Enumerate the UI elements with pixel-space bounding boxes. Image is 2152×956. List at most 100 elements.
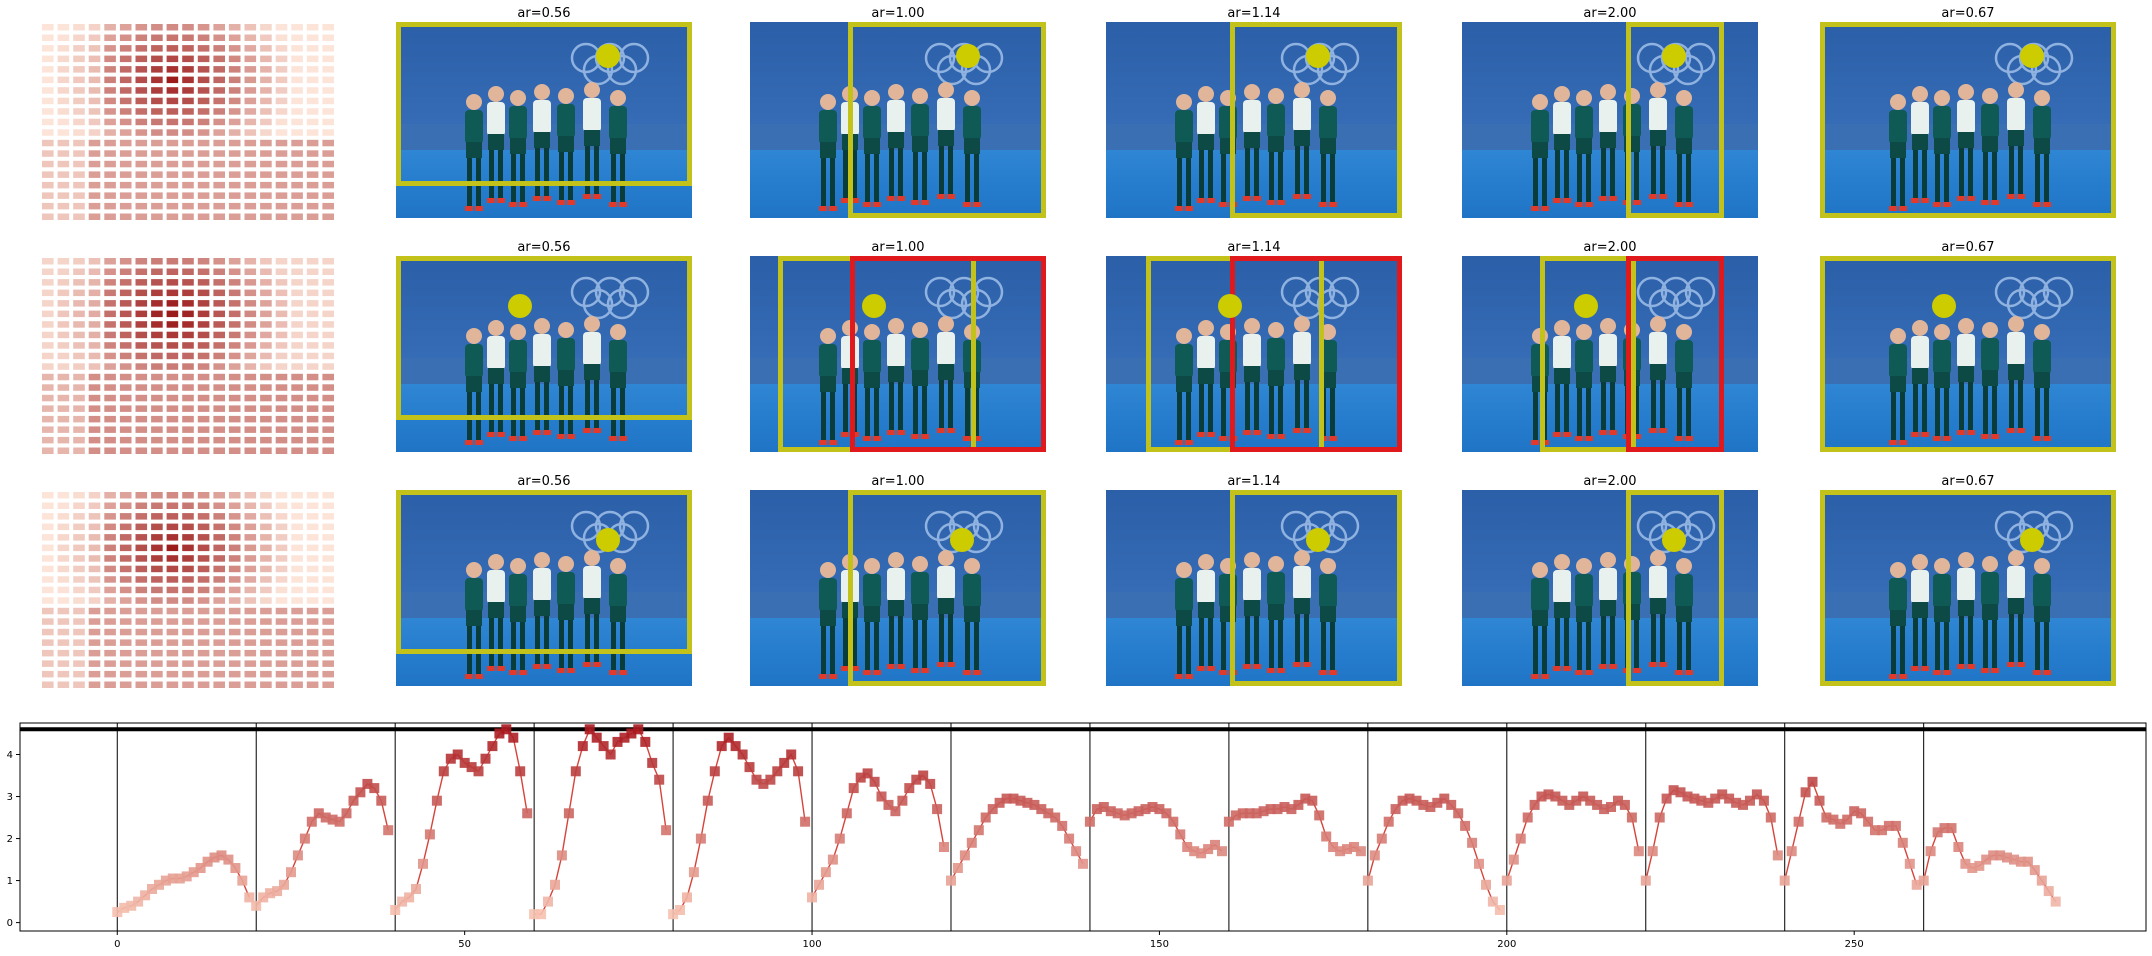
player-skirt-shape bbox=[2034, 372, 2050, 388]
heatmap-cell bbox=[73, 150, 85, 157]
player-skirt-shape bbox=[938, 130, 954, 146]
data-point-marker bbox=[1932, 827, 1943, 838]
player-shoe-shape bbox=[2007, 194, 2015, 199]
player-head-shape bbox=[1244, 318, 1260, 334]
heatmap-cell bbox=[213, 384, 225, 391]
data-point-marker bbox=[334, 816, 345, 827]
heatmap-cell bbox=[42, 405, 54, 412]
heatmap-cell bbox=[151, 342, 163, 349]
player-leg-shape bbox=[1269, 152, 1274, 202]
heatmap-cell bbox=[275, 576, 288, 583]
heatmap-cell bbox=[104, 66, 116, 73]
heatmap-cell bbox=[322, 300, 334, 307]
player-leg-shape bbox=[1686, 154, 1691, 204]
heatmap-cell bbox=[119, 513, 132, 520]
data-point-marker bbox=[1474, 858, 1484, 869]
data-point-marker bbox=[1265, 804, 1276, 815]
player-head-shape bbox=[964, 558, 980, 574]
panel-title: ar=2.00 bbox=[1583, 474, 1636, 489]
y-tick-label: 1 bbox=[7, 876, 13, 887]
data-point-marker bbox=[154, 879, 164, 890]
player-shoe-shape bbox=[2007, 428, 2015, 433]
player-head-shape bbox=[1576, 558, 1592, 574]
player-head-shape bbox=[488, 86, 504, 102]
heatmap-cell bbox=[73, 300, 85, 307]
heatmap-cell bbox=[197, 34, 210, 41]
player-skirt-shape bbox=[1244, 600, 1260, 616]
heatmap-cell bbox=[306, 544, 319, 552]
player-shoe-shape bbox=[1563, 198, 1571, 203]
player-shoe-shape bbox=[1553, 432, 1561, 437]
heatmap-cell bbox=[228, 649, 241, 657]
photo-panel bbox=[1106, 22, 1402, 218]
image-grid: ar=0.56 ar=1.00 ar=1.14 ar=2.00 ar=0.67ar=0.… bbox=[42, 6, 2116, 688]
heatmap-cell bbox=[244, 373, 257, 381]
heatmap-cell bbox=[291, 363, 303, 370]
heatmap-cell bbox=[73, 45, 85, 52]
keypoint-marker bbox=[2020, 528, 2044, 552]
player-shirt-shape bbox=[1957, 100, 1975, 134]
heatmap-cell bbox=[42, 384, 54, 391]
player-head-shape bbox=[1294, 316, 1310, 332]
heatmap-cell bbox=[306, 139, 319, 147]
heatmap-cell bbox=[119, 139, 132, 147]
player-shoe-shape bbox=[533, 664, 541, 669]
player-shirt-shape bbox=[509, 340, 527, 374]
data-point-marker bbox=[1182, 842, 1193, 852]
player-shoe-shape bbox=[1899, 440, 1907, 445]
heatmap-cell bbox=[104, 97, 116, 105]
player-leg-shape bbox=[1968, 616, 1973, 666]
heatmap-cell bbox=[322, 502, 334, 509]
player-shoe-shape bbox=[519, 202, 527, 207]
data-point-marker bbox=[1189, 846, 1200, 857]
data-point-marker bbox=[418, 858, 428, 869]
heatmap-cell bbox=[73, 171, 85, 178]
player-leg-shape bbox=[1944, 154, 1949, 204]
data-point-marker bbox=[1592, 799, 1603, 810]
heatmap-cell bbox=[322, 129, 334, 136]
heatmap-cell bbox=[322, 171, 334, 178]
heatmap-cell bbox=[151, 628, 163, 636]
player-skirt-shape bbox=[1600, 366, 1616, 382]
data-point-marker bbox=[1453, 808, 1464, 819]
heatmap-cell bbox=[119, 576, 132, 583]
player-leg-shape bbox=[865, 622, 870, 672]
data-point-marker bbox=[508, 732, 519, 743]
olympic-ring-shape bbox=[570, 510, 602, 542]
heatmap-cell bbox=[119, 171, 132, 178]
heatmap-cell bbox=[182, 45, 194, 52]
heatmap-cell bbox=[275, 394, 288, 402]
player-shoe-shape bbox=[1899, 206, 1907, 211]
player-shoe-shape bbox=[475, 206, 483, 211]
data-point-marker bbox=[1807, 776, 1818, 787]
player-head-shape bbox=[1958, 318, 1974, 334]
heatmap-cell bbox=[151, 129, 163, 136]
heatmap-cell bbox=[213, 513, 225, 520]
player-leg-shape bbox=[2018, 146, 2023, 196]
heatmap-cell bbox=[213, 268, 225, 275]
player-shoe-shape bbox=[1175, 206, 1183, 211]
heatmap-cell bbox=[291, 639, 303, 646]
heatmap-cell bbox=[275, 171, 288, 178]
player-leg-shape bbox=[852, 150, 857, 200]
heatmap-cell bbox=[57, 202, 70, 210]
player-shoe-shape bbox=[533, 430, 541, 435]
heatmap-cell bbox=[197, 76, 210, 84]
data-point-marker bbox=[827, 854, 838, 865]
heatmap-cell bbox=[275, 513, 288, 520]
heatmap-cell bbox=[73, 436, 85, 444]
heatmap-cell bbox=[275, 139, 288, 147]
heatmap-cell bbox=[228, 129, 241, 136]
heatmap-cell bbox=[213, 181, 225, 189]
player-shirt-shape bbox=[1319, 106, 1337, 140]
data-point-marker bbox=[1703, 797, 1714, 808]
olympic-ring-shape bbox=[618, 42, 650, 74]
heatmap-cell bbox=[135, 405, 148, 412]
photo-image bbox=[1106, 490, 1402, 686]
heatmap-cell bbox=[228, 24, 241, 31]
heatmap-cell bbox=[151, 426, 163, 433]
player-leg-shape bbox=[489, 618, 494, 668]
data-point-marker bbox=[1578, 791, 1589, 802]
heatmap-cell bbox=[244, 300, 257, 307]
player-head-shape bbox=[466, 562, 482, 578]
